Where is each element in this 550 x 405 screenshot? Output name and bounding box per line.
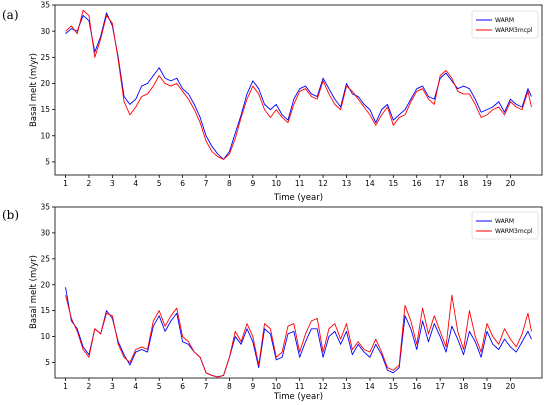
- x-tick-label-b-7: 8: [227, 382, 232, 391]
- x-tick-label-b-19: 20: [506, 382, 516, 391]
- y-tick-label-b-0: 5: [45, 358, 50, 367]
- y-tick-label-a-4: 25: [40, 53, 50, 62]
- x-tick-label-a-7: 8: [227, 179, 232, 188]
- x-tick-label-a-8: 9: [250, 179, 255, 188]
- x-tick-label-b-6: 7: [204, 382, 209, 391]
- x-tick-label-a-4: 5: [157, 179, 162, 188]
- y-tick-label-a-3: 20: [40, 79, 50, 88]
- x-tick-label-b-17: 18: [459, 382, 469, 391]
- legend-box-a: [471, 10, 539, 39]
- y-axis-label-b: Basal melt (m/yr): [29, 255, 39, 329]
- x-tick-label-a-11: 12: [318, 179, 328, 188]
- x-tick-label-a-5: 6: [180, 179, 185, 188]
- y-tick-label-b-5: 30: [40, 229, 50, 238]
- x-tick-label-a-9: 10: [271, 179, 281, 188]
- legend-box-b: [471, 211, 539, 240]
- legend-label-warm3mcpl-a: WARM3mcpl: [495, 27, 533, 34]
- legend-label-warm-a: WARM: [495, 17, 514, 24]
- series-line-warm-a: [65, 12, 532, 160]
- panel-label-b: (b): [2, 208, 19, 222]
- x-tick-label-b-16: 17: [435, 382, 445, 391]
- x-tick-label-a-2: 3: [110, 179, 115, 188]
- y-tick-label-b-2: 15: [40, 306, 50, 315]
- x-tick-label-b-11: 12: [318, 382, 328, 391]
- x-tick-label-a-19: 20: [506, 179, 516, 188]
- x-tick-label-b-3: 4: [133, 382, 138, 391]
- x-tick-label-b-4: 5: [157, 382, 162, 391]
- x-tick-label-b-12: 13: [342, 382, 352, 391]
- x-tick-label-a-16: 17: [435, 179, 445, 188]
- y-tick-label-a-2: 15: [40, 105, 50, 114]
- x-tick-label-b-9: 10: [271, 382, 281, 391]
- x-axis-label-b: Time (year): [273, 392, 323, 402]
- legend-a: WARM WARM3mcpl: [471, 10, 539, 39]
- plot-frame-b: [54, 206, 543, 379]
- legend-label-warm3mcpl-b: WARM3mcpl: [495, 228, 533, 235]
- x-tick-label-b-2: 3: [110, 382, 115, 391]
- y-axis-label-a: Basal melt (m/yr): [29, 53, 39, 127]
- y-tick-label-b-6: 35: [40, 203, 50, 212]
- x-tick-label-b-1: 2: [87, 382, 92, 391]
- series-line-warm3mcpl-b: [65, 294, 532, 378]
- y-tick-label-a-6: 35: [40, 1, 50, 10]
- x-tick-label-b-0: 1: [63, 382, 68, 391]
- y-tick-label-b-4: 25: [40, 254, 50, 263]
- x-tick-label-a-17: 18: [459, 179, 469, 188]
- x-tick-label-a-12: 13: [342, 179, 352, 188]
- x-tick-label-a-6: 7: [204, 179, 209, 188]
- x-tick-label-b-13: 14: [365, 382, 375, 391]
- y-tick-label-a-1: 10: [40, 131, 50, 140]
- series-line-warm3mcpl-a: [65, 9, 532, 160]
- x-tick-label-a-10: 11: [295, 179, 305, 188]
- x-tick-label-a-14: 15: [389, 179, 399, 188]
- y-tick-label-a-5: 30: [40, 27, 50, 36]
- x-tick-label-a-1: 2: [87, 179, 92, 188]
- plot-frame-a: [54, 4, 543, 176]
- x-tick-label-b-14: 15: [389, 382, 399, 391]
- legend-b: WARM WARM3mcpl: [471, 211, 539, 240]
- x-axis-label-a: Time (year): [273, 193, 323, 203]
- x-tick-label-b-15: 16: [412, 382, 422, 391]
- x-tick-label-a-15: 16: [412, 179, 422, 188]
- y-tick-label-b-1: 10: [40, 332, 50, 341]
- x-tick-label-b-10: 11: [295, 382, 305, 391]
- y-tick-label-b-3: 20: [40, 280, 50, 289]
- series-line-warm-b: [65, 287, 532, 378]
- x-tick-label-b-8: 9: [250, 382, 255, 391]
- x-tick-label-b-5: 6: [180, 382, 185, 391]
- x-tick-label-a-3: 4: [133, 179, 138, 188]
- x-tick-label-b-18: 19: [482, 382, 492, 391]
- x-tick-label-a-18: 19: [482, 179, 492, 188]
- x-tick-label-a-0: 1: [63, 179, 68, 188]
- y-tick-label-a-0: 5: [45, 158, 50, 167]
- legend-label-warm-b: WARM: [495, 218, 514, 225]
- panel-label-a: (a): [2, 8, 19, 22]
- x-tick-label-a-13: 14: [365, 179, 375, 188]
